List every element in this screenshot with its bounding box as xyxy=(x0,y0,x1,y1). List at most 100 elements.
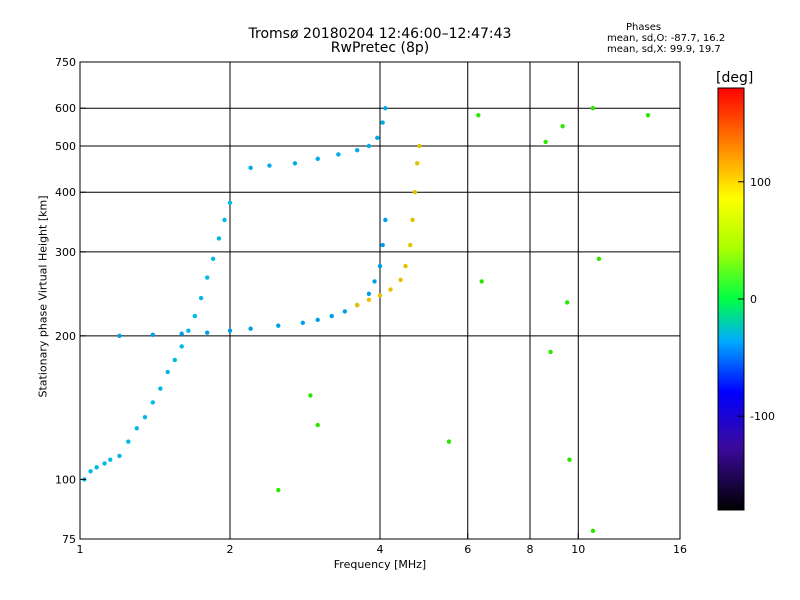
data-point xyxy=(204,275,210,280)
data-point xyxy=(222,217,227,223)
chart-title-line2: RwPretec (8p) xyxy=(330,40,430,56)
colorbar-ticks: -100 0 100 xyxy=(738,176,775,423)
data-point xyxy=(354,302,360,308)
data-point xyxy=(102,461,107,466)
data-point xyxy=(276,323,281,328)
data-point xyxy=(446,439,452,444)
data-point xyxy=(186,328,191,333)
data-point xyxy=(408,242,413,248)
data-point xyxy=(227,328,233,333)
data-point xyxy=(248,326,253,331)
colorbar-tick-label: 0 xyxy=(750,293,757,306)
y-tick-label: 500 xyxy=(55,140,76,153)
data-point xyxy=(108,457,113,462)
data-point xyxy=(300,320,306,325)
data-point xyxy=(645,113,651,118)
y-tick-label: 600 xyxy=(55,102,76,115)
data-point xyxy=(543,139,548,145)
data-point xyxy=(158,386,163,391)
data-point xyxy=(366,143,372,149)
phases-label: Phases xyxy=(626,22,662,33)
data-point xyxy=(375,135,380,141)
x-tick-label: 1 xyxy=(77,543,84,556)
colorbar-tick-label: 100 xyxy=(750,176,771,189)
data-point xyxy=(560,124,565,129)
data-point xyxy=(412,190,418,195)
data-point xyxy=(590,106,596,111)
data-point xyxy=(150,332,156,337)
y-tick-label: 75 xyxy=(62,533,76,546)
data-point xyxy=(388,287,393,292)
data-point xyxy=(398,277,403,283)
o-mode-stats: mean, sd,O: -87.7, 16.2 xyxy=(607,33,726,44)
data-point xyxy=(142,415,148,420)
data-point xyxy=(329,313,334,319)
data-point xyxy=(590,528,596,534)
x-tick-label: 16 xyxy=(673,543,687,556)
data-point xyxy=(192,313,198,319)
data-point xyxy=(410,217,415,223)
data-point xyxy=(383,217,388,223)
data-point xyxy=(210,256,216,262)
data-point xyxy=(308,393,313,398)
data-point xyxy=(476,113,481,118)
y-tick-label: 300 xyxy=(55,246,76,259)
data-point xyxy=(354,147,360,153)
data-point xyxy=(227,200,233,206)
data-point xyxy=(414,161,420,166)
x-tick-label: 2 xyxy=(227,543,234,556)
x-tick-label: 8 xyxy=(527,543,534,556)
data-point xyxy=(198,295,204,301)
data-point xyxy=(377,293,383,298)
data-point xyxy=(380,242,385,248)
x-axis-label: Frequency [MHz] xyxy=(333,558,427,571)
data-point xyxy=(179,331,184,336)
data-point xyxy=(564,300,570,305)
y-tick-label: 200 xyxy=(55,330,76,343)
data-point xyxy=(94,465,99,470)
data-point xyxy=(292,161,298,166)
data-point xyxy=(548,349,553,355)
data-point xyxy=(315,317,320,323)
data-point xyxy=(596,256,602,262)
data-point xyxy=(216,236,222,241)
data-point xyxy=(403,263,408,269)
data-point xyxy=(117,333,122,339)
data-point xyxy=(204,330,210,335)
data-point xyxy=(417,143,422,149)
data-point xyxy=(342,309,348,314)
data-point xyxy=(165,369,170,375)
data-points xyxy=(82,106,651,534)
y-tick-label: 400 xyxy=(55,186,76,199)
x-tick-label: 6 xyxy=(464,543,471,556)
data-point xyxy=(126,439,131,444)
data-point xyxy=(372,279,377,284)
data-point xyxy=(315,156,320,162)
data-point xyxy=(150,400,156,405)
data-point xyxy=(117,453,122,459)
data-point xyxy=(248,165,253,171)
x-mode-stats: mean, sd,X: 99.9, 19.7 xyxy=(607,44,721,55)
data-point xyxy=(479,279,484,284)
data-point xyxy=(88,469,93,474)
data-point xyxy=(383,106,388,111)
y-tick-label: 750 xyxy=(55,56,76,69)
chart-title-line1: Tromsø 20180204 12:46:00–12:47:43 xyxy=(248,26,512,42)
data-point xyxy=(377,263,383,269)
data-point xyxy=(380,120,385,125)
data-point xyxy=(172,357,178,363)
axis-ticks: 1 2 4 6 8 10 16 75 100 200 300 400 500 600 750 xyxy=(55,56,687,556)
data-point xyxy=(134,426,139,431)
data-point xyxy=(276,487,281,493)
colorbar-tick-label: -100 xyxy=(750,410,775,423)
data-point xyxy=(267,163,272,168)
y-tick-label: 100 xyxy=(55,473,76,486)
data-point xyxy=(366,291,372,296)
x-tick-label: 4 xyxy=(377,543,384,556)
grid-lines xyxy=(80,62,680,539)
data-point xyxy=(179,344,184,349)
colorbar-unit-label: [deg] xyxy=(716,70,754,86)
x-tick-label: 10 xyxy=(571,543,585,556)
data-point xyxy=(315,422,320,428)
